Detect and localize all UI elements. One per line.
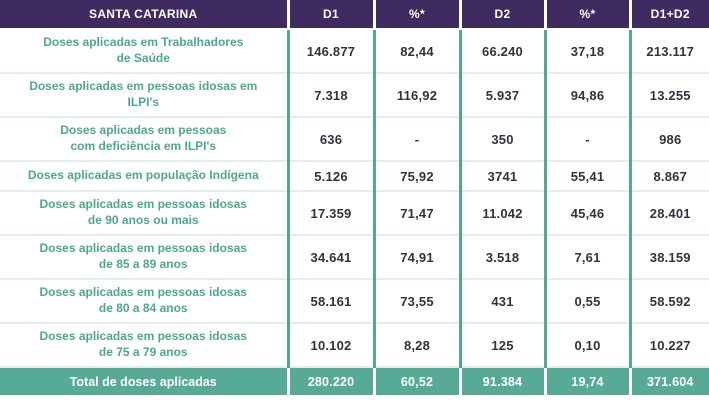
cell-d2: 350 (460, 117, 547, 162)
table-footer-row: Total de doses aplicadas 280.220 60,52 9… (0, 367, 709, 395)
footer-total-pct2: 19,74 (545, 367, 632, 395)
cell-d1d2: 213.117 (630, 29, 709, 74)
cell-d1: 7.318 (288, 73, 376, 118)
table-row: Doses aplicadas em Trabalhadores de Saúd… (0, 29, 709, 74)
header-region: SANTA CATARINA (0, 0, 290, 30)
cell-d2: 3741 (460, 161, 547, 192)
table-row: Doses aplicadas em pessoas com deficiênc… (0, 117, 709, 162)
cell-pct1: 82,44 (374, 29, 462, 74)
footer-total-pct1: 60,52 (374, 367, 462, 395)
cell-pct2: 0,55 (545, 279, 632, 324)
row-label: Doses aplicadas em população Indígena (0, 161, 290, 192)
row-label: Doses aplicadas em pessoas idosas de 75 … (0, 323, 290, 368)
cell-d1: 146.877 (288, 29, 376, 74)
cell-d1d2: 986 (630, 117, 709, 162)
cell-d1d2: 38.159 (630, 235, 709, 280)
row-label-line: ILPI's (127, 95, 160, 109)
cell-d1: 58.161 (288, 279, 376, 324)
row-label-line: Doses aplicadas em pessoas idosas (39, 197, 247, 212)
row-label-line: Doses aplicadas em pessoas (60, 123, 227, 138)
row-label-line: Doses aplicadas em pessoas idosas (39, 329, 247, 344)
row-label-line: Doses aplicadas em pessoas idosas em (29, 79, 258, 94)
cell-d1: 5.126 (288, 161, 376, 192)
cell-d1: 10.102 (288, 323, 376, 368)
cell-pct1: 8,28 (374, 323, 462, 368)
cell-d1d2: 8.867 (630, 161, 709, 192)
row-label: Doses aplicadas em Trabalhadores de Saúd… (0, 29, 290, 74)
row-label-line: Doses aplicadas em Trabalhadores (43, 35, 244, 50)
cell-d2: 11.042 (460, 191, 547, 236)
cell-pct1: 73,55 (374, 279, 462, 324)
row-label: Doses aplicadas em pessoas idosas de 90 … (0, 191, 290, 236)
cell-d1: 17.359 (288, 191, 376, 236)
footer-total-d2: 91.384 (460, 367, 547, 395)
cell-pct2: 55,41 (545, 161, 632, 192)
row-label: Doses aplicadas em pessoas idosas de 85 … (0, 235, 290, 280)
header-col-d1d2: D1+D2 (630, 0, 709, 30)
cell-d2: 125 (460, 323, 547, 368)
cell-pct2: 7,61 (545, 235, 632, 280)
row-label-line: Doses aplicadas em população Indígena (27, 168, 259, 183)
cell-d1d2: 28.401 (630, 191, 709, 236)
table-row: Doses aplicadas em pessoas idosas de 85 … (0, 235, 709, 280)
cell-pct2: - (545, 117, 632, 162)
row-label-line: Doses aplicadas em pessoas idosas (39, 285, 247, 300)
cell-d2: 5.937 (460, 73, 547, 118)
cell-d1d2: 58.592 (630, 279, 709, 324)
table-row: Doses aplicadas em pessoas idosas em ILP… (0, 73, 709, 118)
header-col-d2: D2 (460, 0, 547, 30)
cell-pct1: - (374, 117, 462, 162)
row-label: Doses aplicadas em pessoas com deficiênc… (0, 117, 290, 162)
row-label-line: de 90 anos ou mais (87, 213, 199, 227)
cell-pct1: 75,92 (374, 161, 462, 192)
cell-pct2: 0,10 (545, 323, 632, 368)
footer-total-label: Total de doses aplicadas (0, 367, 290, 395)
cell-pct1: 116,92 (374, 73, 462, 118)
cell-d1: 636 (288, 117, 376, 162)
cell-d1: 34.641 (288, 235, 376, 280)
cell-d2: 66.240 (460, 29, 547, 74)
cell-pct1: 71,47 (374, 191, 462, 236)
header-col-pct2: %* (545, 0, 632, 30)
header-col-d1: D1 (288, 0, 376, 30)
cell-pct2: 37,18 (545, 29, 632, 74)
row-label: Doses aplicadas em pessoas idosas de 80 … (0, 279, 290, 324)
row-label-line: com deficiência em ILPI's (70, 139, 217, 153)
header-col-pct1: %* (374, 0, 462, 30)
row-label-line: de 85 a 89 anos (98, 257, 188, 271)
table-row: Doses aplicadas em pessoas idosas de 90 … (0, 191, 709, 236)
cell-d2: 3.518 (460, 235, 547, 280)
row-label-line: de 80 a 84 anos (98, 301, 188, 315)
cell-pct2: 94,86 (545, 73, 632, 118)
row-label: Doses aplicadas em pessoas idosas em ILP… (0, 73, 290, 118)
row-label-line: de 75 a 79 anos (98, 345, 188, 359)
table-header-row: SANTA CATARINA D1 %* D2 %* D1+D2 (0, 0, 709, 30)
table-row: Doses aplicadas em pessoas idosas de 75 … (0, 323, 709, 368)
row-label-line: Doses aplicadas em pessoas idosas (39, 241, 247, 256)
cell-pct2: 45,46 (545, 191, 632, 236)
cell-d2: 431 (460, 279, 547, 324)
footer-total-d1: 280.220 (288, 367, 376, 395)
footer-total-d1d2: 371.604 (630, 367, 709, 395)
table-row: Doses aplicadas em pessoas idosas de 80 … (0, 279, 709, 324)
cell-d1d2: 13.255 (630, 73, 709, 118)
row-label-line: de Saúde (116, 51, 170, 65)
cell-pct1: 74,91 (374, 235, 462, 280)
cell-d1d2: 10.227 (630, 323, 709, 368)
table-row: Doses aplicadas em população Indígena 5.… (0, 161, 709, 192)
